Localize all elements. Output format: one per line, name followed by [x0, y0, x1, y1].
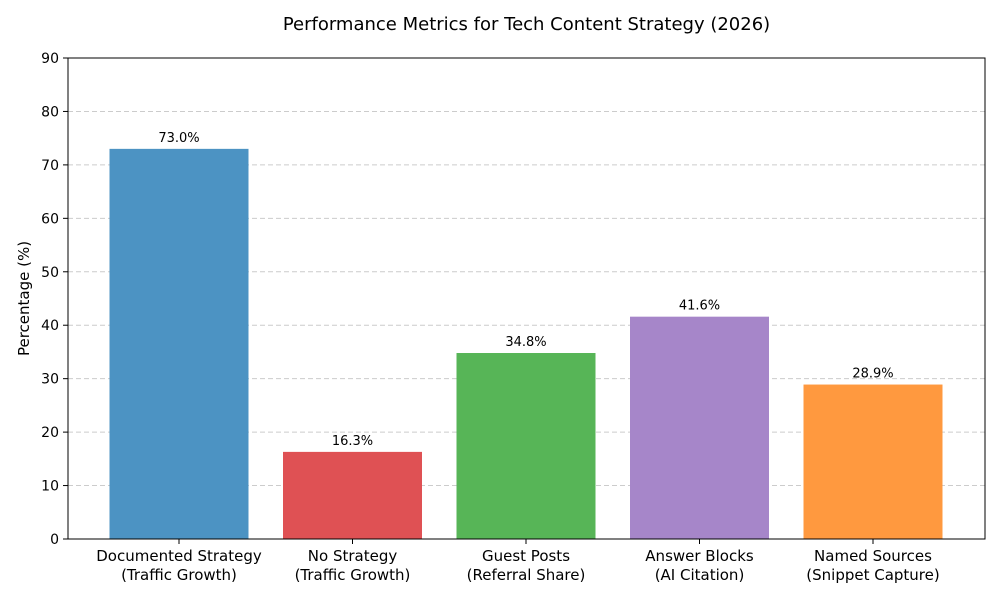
bar [109, 148, 249, 539]
x-tick-label: (Traffic Growth) [121, 566, 237, 584]
x-tick-label: (Snippet Capture) [806, 566, 939, 584]
bar-value-label: 28.9% [852, 367, 893, 382]
y-tick-label: 40 [41, 318, 59, 334]
y-axis-ticks: 0 10 20 30 40 50 60 70 80 90 [41, 51, 68, 548]
chart-title: Performance Metrics for Tech Content Str… [283, 14, 770, 35]
y-tick-label: 70 [41, 158, 59, 174]
x-tick-label: (Traffic Growth) [295, 566, 411, 584]
bar [803, 384, 943, 539]
bar-value-label: 34.8% [505, 335, 546, 350]
y-axis-label: Percentage (%) [15, 241, 33, 356]
value-labels: 73.0% 16.3% 34.8% 41.6% 28.9% [158, 131, 893, 449]
y-tick-label: 80 [41, 104, 59, 120]
x-axis-ticks: Documented Strategy(Traffic Growth)No St… [96, 539, 940, 584]
x-tick-label: (AI Citation) [655, 566, 745, 584]
bar [630, 316, 769, 539]
y-tick-label: 0 [50, 532, 59, 548]
x-tick-label: Guest Posts [482, 547, 570, 565]
bar-value-label: 73.0% [158, 131, 199, 146]
x-tick-label: (Referral Share) [467, 566, 586, 584]
x-tick-label: No Strategy [308, 547, 398, 565]
y-tick-label: 50 [41, 265, 59, 281]
x-tick-label: Named Sources [814, 547, 932, 565]
y-tick-label: 90 [41, 51, 59, 67]
bar [456, 353, 596, 539]
bar [283, 451, 422, 539]
bar-value-label: 41.6% [679, 299, 720, 314]
x-tick-label: Answer Blocks [645, 547, 754, 565]
y-tick-label: 10 [41, 479, 59, 495]
y-tick-label: 30 [41, 372, 59, 388]
bars [109, 148, 943, 539]
y-tick-label: 20 [41, 425, 59, 441]
bar-value-label: 16.3% [332, 434, 373, 449]
y-tick-label: 60 [41, 211, 59, 227]
x-tick-label: Documented Strategy [96, 547, 262, 565]
